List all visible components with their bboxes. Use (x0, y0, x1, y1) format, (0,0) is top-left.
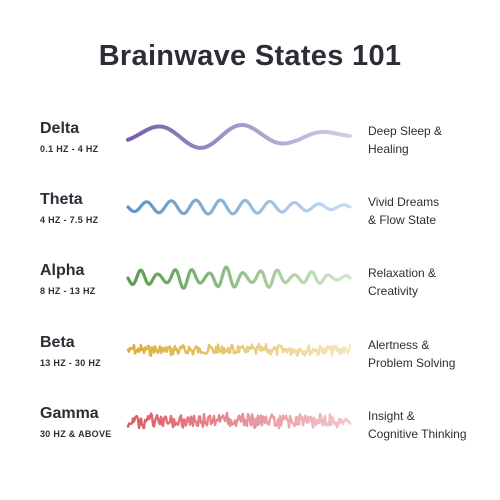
state-description: Vivid Dreams & Flow State (368, 195, 440, 227)
state-row-theta: Theta 4 HZ - 7.5 HZ Vivid Dreams & Flow S… (0, 191, 500, 251)
beta-wave-icon (126, 342, 352, 357)
state-row-alpha: Alpha 8 HZ - 13 HZ Relaxation & Creativit… (0, 262, 500, 322)
state-name: Gamma (40, 405, 99, 422)
state-frequency-range: 4 HZ - 7.5 HZ (40, 215, 99, 225)
state-row-beta: Beta 13 HZ - 30 HZ Alertness & Problem So… (0, 334, 500, 394)
state-row-gamma: Gamma 30 HZ & ABOVE Insight & Cognitive T… (0, 405, 500, 465)
state-name: Delta (40, 120, 80, 137)
alpha-wave-icon (126, 265, 352, 290)
state-row-delta: Delta 0.1 HZ - 4 HZ Deep Sleep & Healing (0, 120, 500, 180)
page-title: Brainwave States 101 (98, 40, 402, 72)
state-description: Relaxation & Creativity (368, 266, 437, 298)
delta-wave-icon (126, 122, 352, 150)
state-frequency-range: 30 HZ & ABOVE (40, 429, 112, 439)
state-frequency-range: 8 HZ - 13 HZ (40, 286, 96, 296)
state-frequency-range: 13 HZ - 30 HZ (40, 358, 101, 368)
state-name: Alpha (40, 262, 85, 279)
state-name: Theta (40, 191, 83, 208)
state-description: Alertness & Problem Solving (368, 338, 456, 370)
gamma-wave-icon (126, 411, 352, 430)
state-name: Beta (40, 334, 75, 351)
theta-wave-icon (126, 198, 352, 216)
state-frequency-range: 0.1 HZ - 4 HZ (40, 144, 99, 154)
state-description: Insight & Cognitive Thinking (368, 409, 467, 441)
state-description: Deep Sleep & Healing (368, 124, 443, 156)
